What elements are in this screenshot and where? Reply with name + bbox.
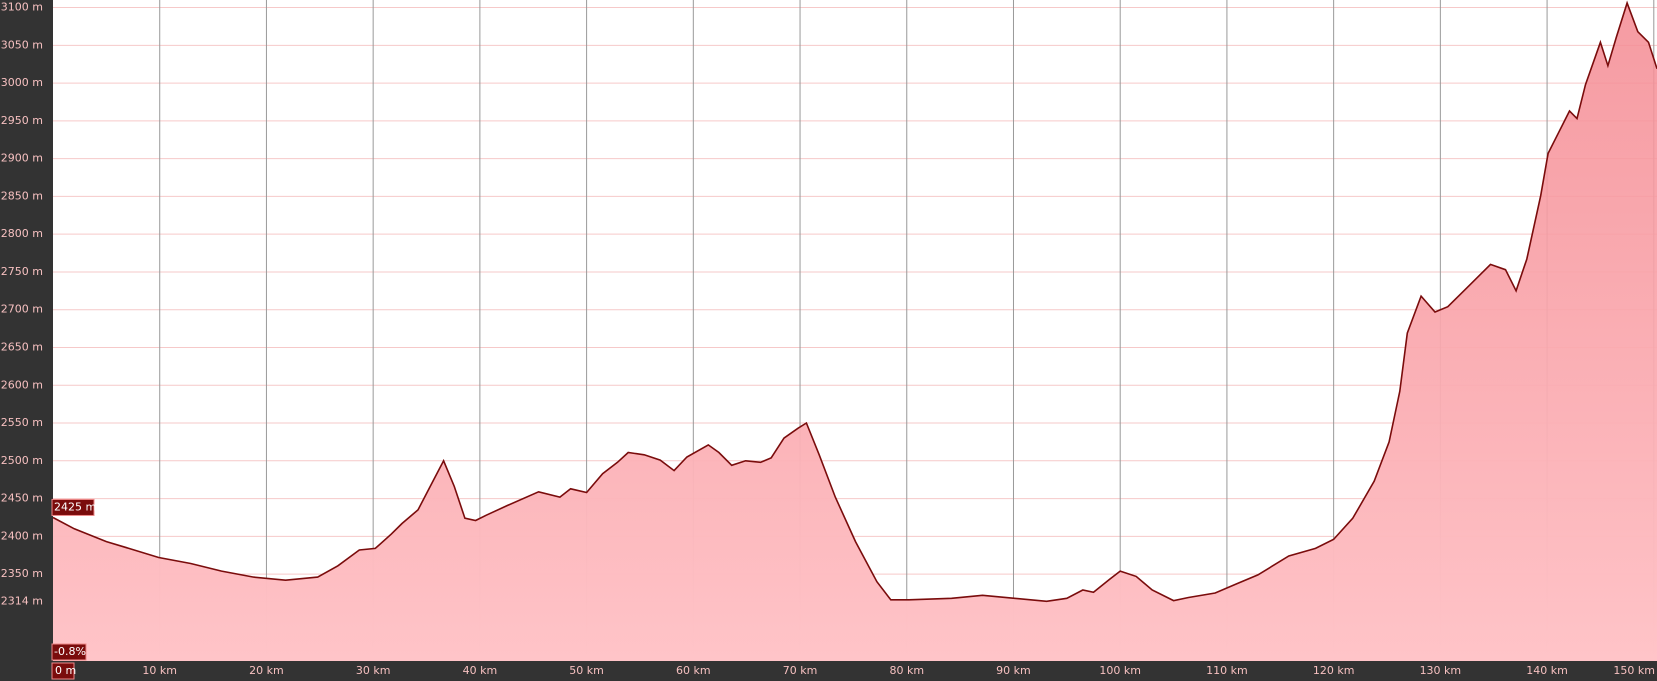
x-axis-panel (0, 661, 1657, 681)
x-tick-label: 100 km (1099, 664, 1141, 677)
y-tick-label: 2500 m (1, 454, 43, 467)
y-tick-label: 3050 m (1, 38, 43, 51)
x-tick-label: 130 km (1420, 664, 1462, 677)
x-tick-label: 20 km (249, 664, 284, 677)
x-tick-label: 70 km (783, 664, 818, 677)
x-tick-label: 140 km (1526, 664, 1568, 677)
x-tick-label: 30 km (356, 664, 391, 677)
label-box (51, 643, 87, 661)
x-tick-label: 40 km (463, 664, 498, 677)
x-tick-label: 10 km (142, 664, 177, 677)
start-elevation-label: 2425 m (54, 500, 96, 513)
y-tick-label: 2950 m (1, 114, 43, 127)
y-tick-label: 2700 m (1, 303, 43, 316)
y-tick-label: 2314 m (1, 594, 43, 607)
label-box (51, 498, 95, 516)
y-tick-label: 2400 m (1, 529, 43, 542)
y-axis-panel (0, 0, 53, 681)
y-tick-label: 2900 m (1, 152, 43, 165)
y-tick-label: 3100 m (1, 1, 43, 14)
x-tick-label: 80 km (889, 664, 924, 677)
x-tick-label: 60 km (676, 664, 711, 677)
x-tick-label: 50 km (569, 664, 604, 677)
y-tick-label: 2750 m (1, 265, 43, 278)
x-tick-label: 0 m (55, 664, 76, 677)
y-tick-label: 2800 m (1, 227, 43, 240)
y-tick-label: 2550 m (1, 416, 43, 429)
elevation-line (52, 0, 1657, 603)
y-tick-label: 2650 m (1, 340, 43, 353)
x-tick-label: 120 km (1313, 664, 1355, 677)
x-tick-label: 90 km (996, 664, 1031, 677)
y-tick-label: 2350 m (1, 567, 43, 580)
y-tick-label: 2450 m (1, 492, 43, 505)
y-tick-label: 2600 m (1, 378, 43, 391)
gradient-label: -0.8% (54, 645, 86, 658)
x-tick-label: 110 km (1206, 664, 1248, 677)
area-fill (53, 3, 1657, 661)
y-tick-label: 3000 m (1, 76, 43, 89)
y-tick-label: 2850 m (1, 189, 43, 202)
x-tick-label: 150 km (1613, 664, 1655, 677)
label-box (51, 662, 75, 680)
